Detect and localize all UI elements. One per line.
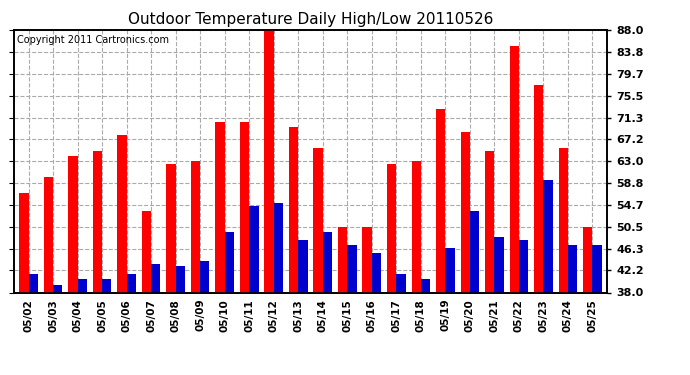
Bar: [396, 274, 406, 292]
Bar: [460, 132, 470, 292]
Bar: [117, 135, 126, 292]
Bar: [421, 279, 430, 292]
Bar: [240, 122, 249, 292]
Bar: [166, 164, 176, 292]
Bar: [338, 227, 347, 292]
Bar: [470, 211, 479, 292]
Bar: [411, 161, 421, 292]
Bar: [176, 266, 185, 292]
Bar: [347, 245, 357, 292]
Bar: [53, 285, 62, 292]
Bar: [593, 245, 602, 292]
Bar: [485, 151, 495, 292]
Bar: [200, 261, 210, 292]
Bar: [445, 248, 455, 292]
Bar: [102, 279, 111, 292]
Bar: [387, 164, 396, 292]
Bar: [372, 253, 381, 292]
Bar: [28, 274, 38, 292]
Bar: [43, 177, 53, 292]
Bar: [544, 180, 553, 292]
Bar: [68, 156, 77, 292]
Bar: [151, 264, 161, 292]
Bar: [77, 279, 87, 292]
Bar: [92, 151, 102, 292]
Bar: [215, 122, 225, 292]
Bar: [313, 148, 323, 292]
Bar: [274, 203, 283, 292]
Bar: [436, 109, 445, 292]
Text: Copyright 2011 Cartronics.com: Copyright 2011 Cartronics.com: [17, 35, 169, 45]
Bar: [126, 274, 136, 292]
Bar: [225, 232, 234, 292]
Bar: [249, 206, 259, 292]
Bar: [362, 227, 372, 292]
Bar: [289, 127, 298, 292]
Bar: [559, 148, 568, 292]
Bar: [519, 240, 529, 292]
Bar: [19, 193, 28, 292]
Bar: [568, 245, 578, 292]
Bar: [298, 240, 308, 292]
Bar: [142, 211, 151, 292]
Bar: [583, 227, 593, 292]
Bar: [495, 237, 504, 292]
Bar: [191, 161, 200, 292]
Bar: [534, 85, 544, 292]
Title: Outdoor Temperature Daily High/Low 20110526: Outdoor Temperature Daily High/Low 20110…: [128, 12, 493, 27]
Bar: [264, 30, 274, 292]
Bar: [323, 232, 332, 292]
Bar: [510, 46, 519, 292]
